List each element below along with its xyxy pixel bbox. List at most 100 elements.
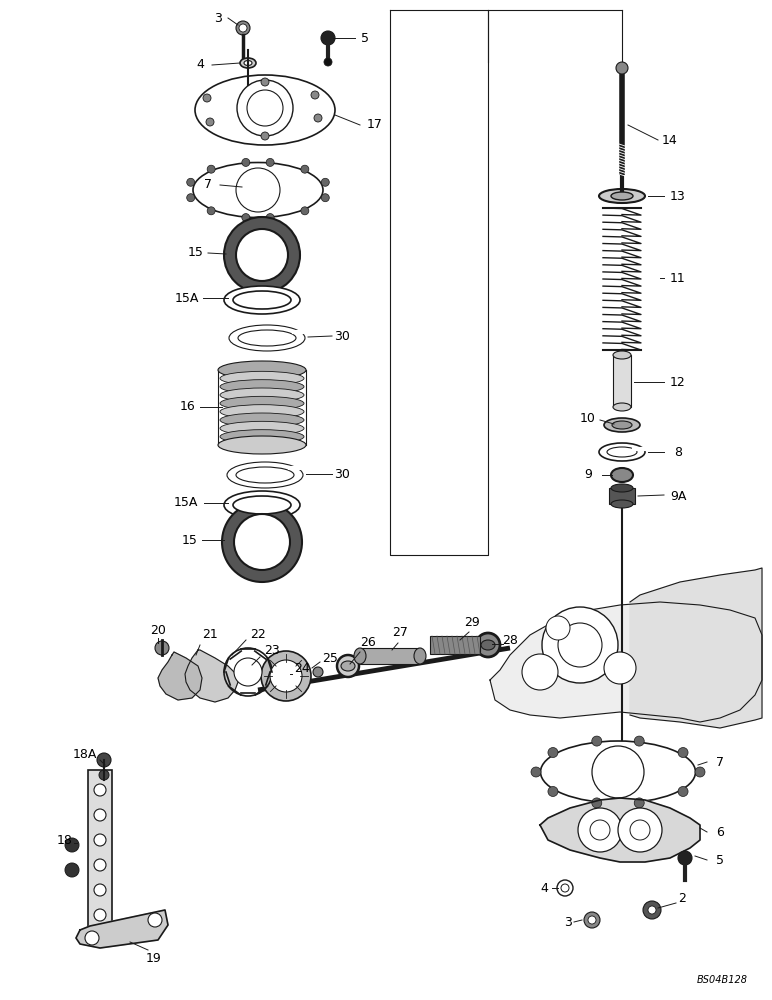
Ellipse shape bbox=[229, 325, 305, 351]
Bar bbox=[430, 636, 480, 654]
Circle shape bbox=[321, 31, 335, 45]
Circle shape bbox=[234, 514, 290, 570]
Circle shape bbox=[237, 80, 293, 136]
Bar bbox=[609, 488, 635, 504]
Text: 9A: 9A bbox=[670, 489, 686, 502]
Ellipse shape bbox=[611, 500, 633, 508]
Text: 5: 5 bbox=[361, 31, 369, 44]
Circle shape bbox=[643, 901, 661, 919]
Circle shape bbox=[242, 214, 250, 222]
Circle shape bbox=[266, 158, 274, 166]
Circle shape bbox=[578, 808, 622, 852]
Circle shape bbox=[313, 667, 323, 677]
Text: 26: 26 bbox=[360, 636, 376, 648]
Circle shape bbox=[65, 863, 79, 877]
Circle shape bbox=[222, 502, 302, 582]
Text: 15A: 15A bbox=[174, 496, 198, 510]
Ellipse shape bbox=[611, 468, 633, 482]
Text: 18A: 18A bbox=[73, 748, 97, 762]
Text: 15: 15 bbox=[182, 534, 198, 546]
Circle shape bbox=[261, 132, 269, 140]
Ellipse shape bbox=[238, 330, 296, 346]
Circle shape bbox=[148, 913, 162, 927]
Text: 21: 21 bbox=[202, 629, 218, 642]
Ellipse shape bbox=[224, 286, 300, 314]
Text: 18: 18 bbox=[57, 834, 73, 846]
Ellipse shape bbox=[611, 484, 633, 492]
Circle shape bbox=[546, 616, 570, 640]
Circle shape bbox=[94, 784, 106, 796]
Text: 7: 7 bbox=[204, 178, 212, 192]
Circle shape bbox=[187, 194, 195, 202]
Circle shape bbox=[678, 748, 688, 758]
Circle shape bbox=[236, 168, 280, 212]
Text: 15: 15 bbox=[188, 245, 204, 258]
Ellipse shape bbox=[220, 388, 304, 402]
Text: 3: 3 bbox=[564, 916, 572, 928]
Circle shape bbox=[324, 58, 332, 66]
Circle shape bbox=[97, 753, 111, 767]
Text: 25: 25 bbox=[322, 652, 338, 664]
Ellipse shape bbox=[220, 380, 304, 394]
Ellipse shape bbox=[193, 162, 323, 218]
Text: 7: 7 bbox=[716, 756, 724, 768]
Text: 6: 6 bbox=[716, 826, 724, 838]
Polygon shape bbox=[158, 652, 202, 700]
Text: 12: 12 bbox=[670, 375, 686, 388]
Text: 23: 23 bbox=[264, 644, 280, 656]
Ellipse shape bbox=[261, 651, 311, 701]
Circle shape bbox=[266, 214, 274, 222]
Ellipse shape bbox=[611, 192, 633, 200]
Circle shape bbox=[616, 62, 628, 74]
Circle shape bbox=[648, 906, 656, 914]
Text: 11: 11 bbox=[670, 271, 686, 284]
Text: 14: 14 bbox=[662, 133, 678, 146]
Ellipse shape bbox=[244, 60, 252, 66]
Ellipse shape bbox=[240, 58, 256, 68]
Bar bbox=[88, 770, 112, 930]
Ellipse shape bbox=[354, 648, 366, 664]
Circle shape bbox=[321, 178, 330, 186]
Circle shape bbox=[94, 909, 106, 921]
Circle shape bbox=[584, 912, 600, 928]
Circle shape bbox=[558, 623, 602, 667]
Ellipse shape bbox=[481, 640, 495, 650]
Circle shape bbox=[678, 851, 692, 865]
Text: 2: 2 bbox=[678, 892, 686, 904]
Ellipse shape bbox=[607, 447, 637, 457]
Circle shape bbox=[94, 834, 106, 846]
Circle shape bbox=[261, 78, 269, 86]
Ellipse shape bbox=[220, 421, 304, 435]
Circle shape bbox=[592, 798, 602, 808]
Text: 28: 28 bbox=[502, 634, 518, 647]
Circle shape bbox=[592, 736, 602, 746]
Circle shape bbox=[236, 21, 250, 35]
Ellipse shape bbox=[218, 361, 306, 379]
Circle shape bbox=[588, 916, 596, 924]
Circle shape bbox=[247, 90, 283, 126]
Circle shape bbox=[678, 786, 688, 796]
Circle shape bbox=[522, 654, 558, 690]
Text: 4: 4 bbox=[196, 58, 204, 72]
Ellipse shape bbox=[613, 351, 631, 359]
Text: 20: 20 bbox=[150, 624, 166, 637]
Text: BS04B128: BS04B128 bbox=[697, 975, 748, 985]
Ellipse shape bbox=[233, 496, 291, 514]
Ellipse shape bbox=[220, 430, 304, 444]
Circle shape bbox=[203, 94, 211, 102]
Circle shape bbox=[206, 118, 214, 126]
Bar bbox=[613, 355, 631, 407]
Circle shape bbox=[234, 658, 262, 686]
Text: 16: 16 bbox=[180, 400, 196, 414]
Circle shape bbox=[85, 931, 99, 945]
Circle shape bbox=[635, 798, 644, 808]
Circle shape bbox=[618, 808, 662, 852]
Circle shape bbox=[630, 820, 650, 840]
Circle shape bbox=[635, 736, 644, 746]
Circle shape bbox=[242, 158, 250, 166]
Ellipse shape bbox=[270, 660, 302, 692]
Polygon shape bbox=[76, 910, 168, 948]
Circle shape bbox=[542, 607, 618, 683]
Ellipse shape bbox=[612, 421, 632, 429]
Ellipse shape bbox=[220, 396, 304, 410]
